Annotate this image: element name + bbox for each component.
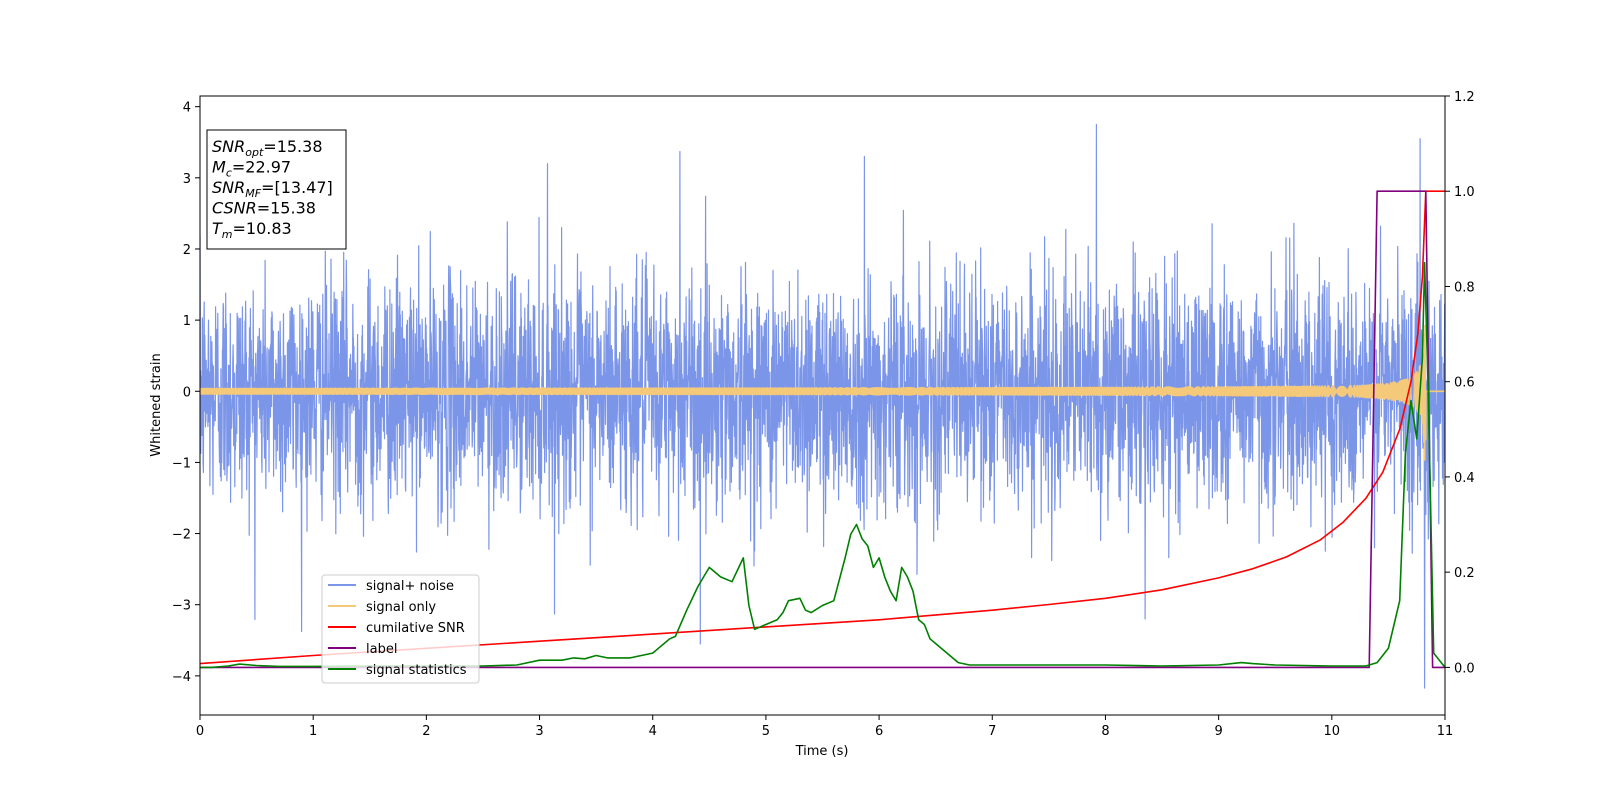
- y-axis-label: Whitened strain: [149, 353, 164, 456]
- y2-tick-label: 0.4: [1454, 471, 1475, 486]
- x-axis-label: Time (s): [795, 744, 849, 759]
- info-symbol: M: [212, 158, 226, 177]
- info-line: Tm=10.83: [212, 219, 292, 241]
- series-line-cumilative-snr: [200, 190, 1445, 665]
- info-symbol: SNR: [212, 178, 245, 197]
- y-tick-label: 3: [183, 172, 191, 187]
- series-line-signal-statistics: [200, 261, 1445, 669]
- x-tick-label: 4: [649, 724, 657, 739]
- y-tick-label: 0: [183, 385, 191, 400]
- info-subscript: MF: [245, 187, 261, 200]
- x-tick-label: 5: [762, 724, 770, 739]
- x-tick-label: 7: [988, 724, 996, 739]
- info-subscript: c: [226, 167, 232, 180]
- info-value: =15.38: [263, 137, 322, 156]
- info-line: SNRopt=15.38: [212, 137, 323, 159]
- x-tick-label: 6: [875, 724, 883, 739]
- info-box-frame: [206, 129, 347, 250]
- series-line-label: [200, 190, 1445, 669]
- legend-entry: label: [366, 642, 397, 657]
- y-tick-label: 1: [183, 314, 191, 329]
- series-line-signal-only: [200, 324, 1445, 461]
- info-symbol: CSNR: [212, 199, 257, 218]
- y-tick-label: −4: [172, 670, 191, 685]
- legend: signal+ noise signal only cumilative SNR la…: [321, 574, 480, 684]
- legend-entry: cumilative SNR: [366, 621, 465, 636]
- info-symbol: SNR: [212, 137, 245, 156]
- y-tick-label: 4: [183, 101, 191, 116]
- x-tick-label: 3: [535, 724, 543, 739]
- info-symbol: T: [212, 219, 223, 238]
- legend-frame: [321, 574, 480, 684]
- axes-layer: 0 1 2 3 4 5 6 7 8 9 10 11 −4 −3 −2 −1 0 1 2 3 4 0.0 0.2 0.4 0.6 0…: [172, 90, 1475, 739]
- info-value: =10.83: [233, 219, 292, 238]
- x-tick-label: 8: [1101, 724, 1109, 739]
- info-line: Mc=22.97: [212, 158, 291, 180]
- y-tick-label: 2: [183, 243, 191, 258]
- info-line: SNRMF=[13.47]: [212, 178, 333, 200]
- info-subscript: opt: [245, 146, 264, 159]
- y2-tick-label: 1.0: [1454, 185, 1475, 200]
- x-tick-label: 2: [422, 724, 430, 739]
- info-line: CSNR=15.38: [212, 199, 316, 218]
- legend-entry: signal statistics: [366, 663, 467, 678]
- y2-tick-label: 0.6: [1454, 376, 1475, 391]
- y2-tick-label: 1.2: [1454, 90, 1475, 105]
- info-value: =22.97: [232, 158, 291, 177]
- info-value: =[13.47]: [261, 178, 333, 197]
- x-tick-label: 11: [1437, 724, 1454, 739]
- y2-tick-label: 0.2: [1454, 566, 1475, 581]
- x-tick-label: 1: [309, 724, 317, 739]
- plot-frame: [199, 95, 1446, 716]
- x-tick-label: 9: [1214, 724, 1222, 739]
- x-tick-label: 10: [1324, 724, 1341, 739]
- y-tick-label: −1: [172, 456, 191, 471]
- x-tick-label: 0: [196, 724, 204, 739]
- legend-entry: signal+ noise: [366, 579, 454, 594]
- info-box: SNRopt=15.38Mc=22.97SNRMF=[13.47]CSNR=15…: [206, 129, 347, 250]
- legend-entry: signal only: [366, 600, 436, 615]
- info-value: =15.38: [257, 199, 316, 218]
- y-tick-label: −3: [172, 599, 191, 614]
- y2-tick-label: 0.8: [1454, 280, 1475, 295]
- y2-tick-label: 0.0: [1454, 661, 1475, 676]
- info-subscript: m: [222, 228, 233, 241]
- series-layer: [200, 123, 1445, 689]
- y-tick-label: −2: [172, 528, 191, 543]
